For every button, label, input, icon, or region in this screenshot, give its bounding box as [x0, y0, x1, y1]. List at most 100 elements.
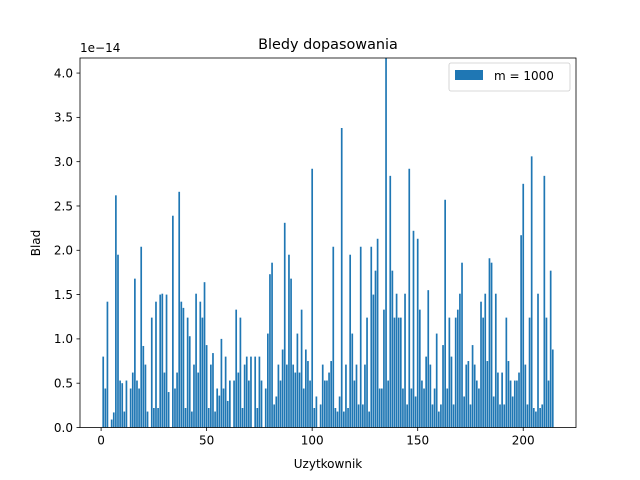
bar	[286, 364, 288, 428]
bar	[410, 388, 413, 428]
bar	[250, 356, 252, 428]
bar	[140, 246, 143, 428]
bar	[469, 404, 472, 428]
bar	[273, 404, 276, 428]
bar	[421, 380, 423, 428]
y-tick-label: 0.5	[54, 376, 73, 390]
bar	[484, 293, 487, 428]
bar	[374, 270, 377, 428]
bar	[313, 408, 316, 428]
bar	[188, 336, 191, 428]
bar	[254, 356, 257, 428]
x-tick-label: 100	[301, 434, 324, 448]
bar	[264, 388, 267, 428]
bar	[467, 361, 470, 428]
bar	[210, 364, 212, 428]
bar	[267, 333, 269, 428]
bar	[528, 317, 531, 428]
bar	[486, 361, 489, 428]
bar	[404, 293, 406, 428]
bar	[516, 380, 518, 428]
bar	[454, 317, 457, 428]
bar	[526, 404, 529, 428]
bar	[167, 392, 170, 428]
y-tick-label: 1.5	[54, 288, 73, 302]
bar	[442, 345, 444, 428]
bar	[304, 349, 307, 428]
bar	[370, 246, 373, 428]
bar	[418, 309, 421, 428]
bar	[119, 380, 121, 428]
bar	[511, 396, 514, 428]
bar	[535, 411, 537, 428]
bar	[522, 183, 525, 428]
bar	[165, 294, 168, 428]
y-tick-label: 2.0	[54, 244, 73, 258]
bar	[347, 408, 349, 428]
bar	[218, 395, 221, 428]
bar	[134, 278, 136, 428]
bar	[290, 278, 292, 428]
bar	[539, 408, 541, 428]
bar	[229, 380, 231, 428]
bar	[260, 380, 263, 428]
bar	[513, 380, 516, 428]
bar	[505, 317, 508, 428]
bar	[106, 301, 109, 428]
bar	[530, 156, 533, 428]
bar	[195, 293, 197, 428]
bar	[456, 309, 459, 428]
bars	[102, 58, 554, 428]
bar	[205, 345, 208, 428]
bar	[497, 372, 499, 428]
bar	[311, 168, 314, 428]
bar	[144, 364, 147, 428]
x-axis-label: Uzytkownik	[294, 457, 363, 471]
bar	[161, 293, 164, 428]
bar	[463, 396, 465, 428]
bar	[459, 293, 461, 428]
bar	[492, 396, 495, 428]
bar	[435, 333, 438, 428]
bar	[357, 404, 360, 428]
bar	[541, 404, 544, 428]
bar	[159, 294, 162, 428]
bar	[444, 199, 446, 428]
bar	[271, 262, 273, 428]
bar	[551, 349, 554, 428]
legend: m = 1000	[448, 62, 571, 92]
bar	[323, 380, 326, 428]
bar	[532, 408, 535, 428]
bar	[490, 262, 493, 428]
x-tick-label: 50	[199, 434, 214, 448]
bar	[326, 380, 328, 428]
bar	[248, 380, 250, 428]
bar	[174, 388, 176, 428]
bar	[309, 380, 311, 428]
bar	[138, 388, 140, 428]
x-tick-label: 0	[97, 434, 105, 448]
bar	[423, 388, 425, 428]
bar	[385, 58, 387, 428]
bar	[328, 372, 330, 428]
bar	[186, 317, 189, 428]
bar	[543, 175, 546, 428]
bar	[345, 364, 347, 428]
bar	[115, 195, 117, 428]
bar	[433, 388, 436, 428]
legend-swatch	[455, 70, 483, 80]
bar	[376, 238, 379, 428]
bar	[366, 317, 368, 428]
bar	[330, 361, 333, 428]
bar	[239, 317, 242, 428]
bar	[524, 364, 527, 428]
bar	[482, 317, 484, 428]
bar	[275, 396, 278, 428]
bar	[471, 345, 474, 428]
bar	[125, 380, 128, 428]
bar	[243, 364, 246, 428]
bar	[488, 258, 491, 428]
bar	[355, 364, 358, 428]
bar	[163, 372, 166, 428]
y-axis-ticks: 0.0 0.5 1.0 1.5 2.0 2.5 3.0 3.5 4.0	[54, 66, 80, 435]
